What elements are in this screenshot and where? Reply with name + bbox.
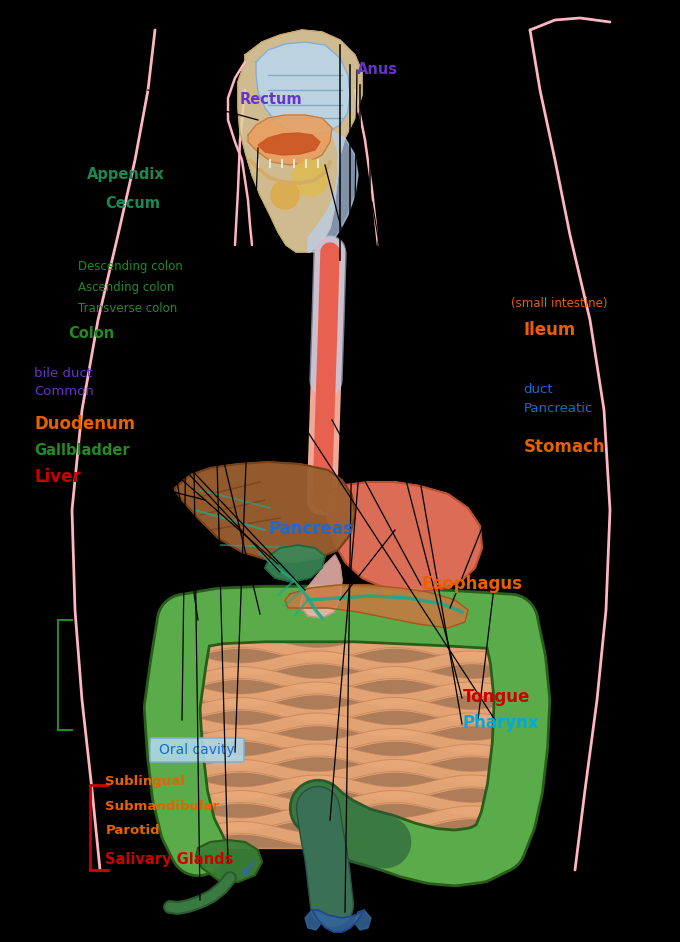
Polygon shape <box>312 910 364 932</box>
Text: Submandibular: Submandibular <box>105 800 220 813</box>
Polygon shape <box>305 910 322 930</box>
Text: Esophagus: Esophagus <box>422 575 523 593</box>
Text: Liver: Liver <box>34 467 81 486</box>
Text: Parotid: Parotid <box>105 824 160 837</box>
Text: Tongue: Tongue <box>462 688 530 706</box>
Text: Common: Common <box>34 385 94 398</box>
Polygon shape <box>175 462 355 562</box>
Text: Oral cavity: Oral cavity <box>159 743 235 757</box>
Text: Duodenum: Duodenum <box>34 414 135 433</box>
Text: duct: duct <box>524 383 554 397</box>
Text: bile duct: bile duct <box>34 366 92 380</box>
Polygon shape <box>256 42 350 135</box>
Text: Anus: Anus <box>357 62 398 77</box>
Text: Rectum: Rectum <box>239 92 302 107</box>
Polygon shape <box>265 545 325 582</box>
FancyBboxPatch shape <box>150 738 244 762</box>
Polygon shape <box>238 30 362 252</box>
Polygon shape <box>308 130 358 252</box>
Circle shape <box>271 181 299 209</box>
Polygon shape <box>354 910 371 930</box>
Text: Salivary Glands: Salivary Glands <box>105 853 234 867</box>
Polygon shape <box>300 555 342 618</box>
Polygon shape <box>248 115 332 165</box>
Polygon shape <box>258 133 320 155</box>
Text: Pancreatic: Pancreatic <box>524 402 593 415</box>
Text: Transverse colon: Transverse colon <box>78 301 177 315</box>
Text: Cecum: Cecum <box>105 196 160 211</box>
Polygon shape <box>196 840 262 882</box>
Text: (small intestine): (small intestine) <box>511 297 608 310</box>
Text: Appendix: Appendix <box>87 167 165 182</box>
Text: Ascending colon: Ascending colon <box>78 281 175 294</box>
Text: Ileum: Ileum <box>524 320 576 339</box>
Text: Pharynx: Pharynx <box>462 714 539 733</box>
Polygon shape <box>195 618 518 848</box>
Text: Sublingual: Sublingual <box>105 775 185 788</box>
Text: Descending colon: Descending colon <box>78 260 183 273</box>
Text: Colon: Colon <box>68 326 114 341</box>
Polygon shape <box>322 482 482 592</box>
Polygon shape <box>285 585 468 628</box>
Text: Pancreas: Pancreas <box>269 520 354 539</box>
Text: Gallbladder: Gallbladder <box>34 443 130 458</box>
Circle shape <box>292 160 328 196</box>
Text: Stomach: Stomach <box>524 437 605 456</box>
